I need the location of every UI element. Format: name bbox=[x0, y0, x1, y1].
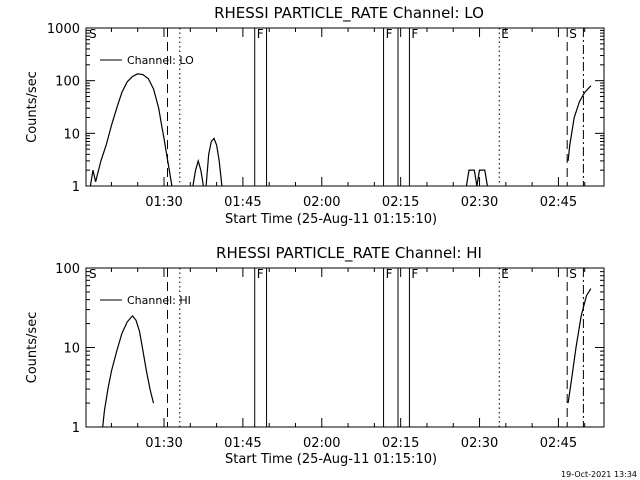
x-axis-label: Start Time (25-Aug-11 01:15:10) bbox=[225, 452, 437, 467]
x-tick-label: 02:00 bbox=[303, 436, 340, 451]
series-line bbox=[465, 169, 488, 187]
x-tick-label: 02:45 bbox=[540, 195, 577, 210]
chart-title: RHESSI PARTICLE_RATE Channel: HI bbox=[216, 244, 482, 263]
event-marker-label: F bbox=[411, 27, 418, 41]
plot-frame bbox=[85, 27, 605, 187]
series-line bbox=[567, 85, 592, 161]
event-marker-label: F bbox=[386, 267, 393, 281]
y-tick-label: 1000 bbox=[47, 22, 80, 37]
series-line bbox=[205, 137, 223, 187]
event-marker-label: S bbox=[89, 267, 97, 281]
x-tick-label: 02:30 bbox=[461, 195, 498, 210]
series-line bbox=[192, 158, 204, 187]
event-marker-label: S bbox=[569, 27, 577, 41]
event-marker-label: F bbox=[411, 267, 418, 281]
y-tick-label: 1 bbox=[72, 421, 80, 436]
event-marker-label: S bbox=[89, 27, 97, 41]
y-tick-label: 100 bbox=[55, 262, 80, 277]
event-marker-label: E bbox=[501, 27, 509, 41]
footer-timestamp: 19-Oct-2021 13:34 bbox=[561, 470, 637, 479]
x-tick-label: 02:30 bbox=[461, 436, 498, 451]
series-line bbox=[567, 288, 592, 404]
y-tick-label: 10 bbox=[63, 127, 80, 142]
x-tick-label: 01:30 bbox=[145, 195, 182, 210]
x-tick-label: 01:30 bbox=[145, 436, 182, 451]
event-marker-label: F bbox=[257, 267, 264, 281]
x-tick-label: 01:45 bbox=[224, 436, 261, 451]
event-marker-label: E bbox=[501, 267, 509, 281]
x-tick-label: 02:15 bbox=[382, 436, 419, 451]
y-tick-label: 10 bbox=[63, 342, 80, 357]
x-tick-label: 02:45 bbox=[540, 436, 577, 451]
legend-entry: Channel: HI bbox=[127, 294, 191, 307]
legend-entry: Channel: LO bbox=[127, 54, 194, 67]
y-axis-label: Counts/sec bbox=[25, 312, 40, 384]
event-marker-label: F bbox=[257, 27, 264, 41]
series-line bbox=[102, 314, 155, 428]
chart-panel-1: RHESSI PARTICLE_RATE Channel: LO 1 10 100 10… bbox=[25, 4, 605, 227]
series-line bbox=[89, 73, 173, 187]
y-axis-label: Counts/sec bbox=[25, 71, 40, 143]
event-marker-label: S bbox=[569, 267, 577, 281]
chart-title: RHESSI PARTICLE_RATE Channel: LO bbox=[214, 4, 484, 23]
plot-frame bbox=[85, 267, 605, 428]
x-tick-label: 02:00 bbox=[303, 195, 340, 210]
x-axis-label: Start Time (25-Aug-11 01:15:10) bbox=[225, 212, 437, 227]
y-tick-label: 100 bbox=[55, 75, 80, 90]
chart-panel-2: RHESSI PARTICLE_RATE Channel: HI 1 10 100 Co… bbox=[25, 244, 605, 467]
x-tick-label: 01:45 bbox=[224, 195, 261, 210]
y-tick-label: 1 bbox=[72, 180, 80, 195]
x-tick-label: 02:15 bbox=[382, 195, 419, 210]
event-marker-label: F bbox=[386, 27, 393, 41]
